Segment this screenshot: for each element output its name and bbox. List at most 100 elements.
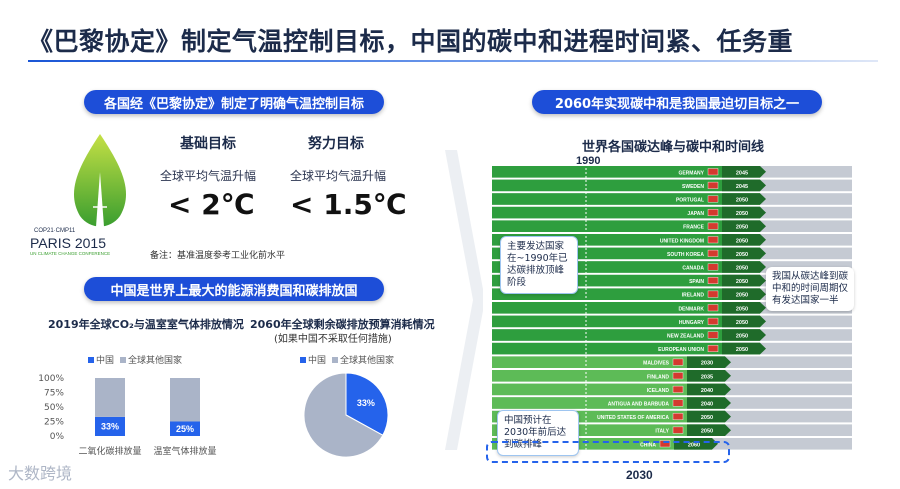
country-flag-icon (672, 358, 684, 366)
country-flag-icon (672, 399, 684, 407)
carbon-timeline-chart: 2045 GERMANY 2045 SWEDEN 2050 PORTUGAL 2050 JAP… (492, 164, 852, 450)
country-name-label: FINLAND (647, 374, 669, 380)
pie-chart-legend: 中国 全球其他国家 (300, 353, 394, 366)
y-tick-label: 75% (44, 389, 64, 399)
china-2060-banner: 2060年实现碳中和是我国最迫切目标之一 (532, 90, 822, 114)
bar-data-label: 25% (176, 424, 194, 434)
country-flag-icon (707, 168, 719, 176)
country-flag-icon (707, 209, 719, 216)
row-bar (492, 220, 760, 232)
basic-goal-value: < 2℃ (168, 188, 255, 221)
row-bar (492, 247, 760, 260)
legend-others: 全球其他国家 (120, 353, 182, 366)
row-year-label: 2045 (736, 184, 748, 190)
row-year-label: 2050 (736, 347, 748, 353)
row-year-label: 2040 (701, 388, 713, 394)
country-flag-icon (672, 372, 684, 380)
country-flag-icon (707, 304, 719, 312)
pie-chart-subtitle: (如果中国不采取任何措施) (274, 334, 392, 345)
pie-slice-others (303, 372, 384, 458)
stretch-goal-desc: 全球平均气温升幅 (290, 169, 387, 183)
row-bar (492, 166, 760, 178)
pie-chart-title: 2060年全球剩余碳排放预算消耗情况 (250, 318, 435, 331)
logo-subtitle: UN CLIMATE CHANGE CONFERENCE (30, 251, 111, 256)
row-year-label: 2050 (736, 238, 748, 244)
country-name-label: UNITED KINGDOM (660, 238, 704, 244)
row-year-label: 2050 (736, 293, 748, 299)
row-year-label: 2050 (736, 225, 748, 231)
row-year-chevron (687, 397, 731, 409)
pie-slice-china (345, 372, 389, 436)
pie-legend-china: 中国 (300, 353, 326, 366)
stretch-goal-heading: 努力目标 (308, 136, 364, 152)
row-bar (492, 424, 725, 436)
row-year-chevron (722, 274, 766, 287)
row-year-label: 2035 (701, 374, 713, 380)
developed-peak-callout: 主要发达国家在~1990年已达碳排放顶峰阶段 (500, 236, 578, 294)
row-bar (492, 302, 760, 314)
row-bar (492, 438, 712, 450)
row-year-chevron (722, 234, 766, 246)
emissions-bar-chart: 0% 25% 50% 75% 100% 33% 二氧化碳排放量 25% 温室气体排放量 (38, 374, 216, 457)
row-year-label: 2050 (736, 306, 748, 312)
x-category-label: 温室气体排放量 (153, 445, 216, 457)
row-bar (492, 179, 760, 192)
row-bar (492, 206, 760, 219)
country-name-label: EUROPEAN UNION (658, 347, 704, 353)
section-divider-arrow (445, 150, 483, 450)
row-year-chevron (722, 329, 766, 341)
country-name-label: DENMARK (678, 306, 704, 312)
legend-china: 中国 (88, 353, 114, 366)
country-flag-icon (707, 181, 719, 189)
country-flag-icon (672, 385, 684, 393)
row-bar (492, 234, 760, 246)
row-year-label: 2050 (736, 266, 748, 272)
country-name-label: CANADA (682, 266, 704, 272)
china-half-period-callout: 我国从碳达峰到碳中和的时间周期仅有发达国家一半 (766, 267, 854, 311)
x-category-label: 二氧化碳排放量 (78, 445, 141, 457)
bar-others (95, 378, 125, 417)
row-year-label: 2040 (701, 402, 713, 408)
timeline-title: 世界各国碳达峰与碳中和时间线 (582, 140, 765, 155)
row-bar (492, 383, 725, 396)
country-flag-icon (672, 426, 684, 434)
pie-data-label: 33% (357, 398, 375, 408)
timeline-end-year: 2030 (626, 468, 653, 482)
row-year-chevron (722, 193, 766, 205)
row-year-label: 2030 (701, 361, 713, 367)
row-year-chevron (674, 438, 718, 450)
pie-legend-others: 全球其他国家 (332, 353, 394, 366)
country-name-label: NEW ZEALAND (667, 334, 704, 340)
bar-chart-title: 2019年全球CO₂与温室室气体排放情况 (48, 318, 244, 331)
row-year-label: 2050 (701, 429, 713, 435)
basic-goal-desc: 全球平均气温升幅 (160, 169, 257, 183)
row-bar (492, 329, 760, 341)
row-year-label: 2050 (736, 334, 748, 340)
row-year-chevron (722, 220, 766, 232)
country-name-label: SOUTH KOREA (667, 252, 704, 258)
country-name-label: GERMANY (678, 170, 704, 176)
country-flag-icon (707, 249, 719, 257)
paris-goal-banner: 各国经《巴黎协定》制定了明确气温控制目标 (84, 90, 384, 114)
row-bar (492, 370, 725, 382)
country-name-label: ANTIGUA AND BARBUDA (608, 402, 670, 408)
country-name-label: IRELAND (682, 293, 705, 299)
row-year-chevron (687, 356, 731, 368)
baseline-note: 备注：基准温度参考工业化前水平 (150, 251, 286, 261)
row-year-chevron (687, 370, 731, 382)
country-name-label: MALDIVES (643, 361, 670, 367)
row-year-label: 2050 (736, 279, 748, 285)
country-flag-icon (659, 440, 671, 448)
country-flag-icon (707, 236, 719, 244)
country-flag-icon (707, 195, 719, 203)
country-name-label: CHINA (640, 442, 656, 448)
row-bar (492, 397, 725, 409)
row-bar (492, 315, 760, 328)
country-flag-icon (707, 277, 719, 285)
country-flag-icon (707, 317, 719, 325)
row-year-chevron (722, 315, 766, 328)
country-name-label: UNITED STATES OF AMERICA (597, 415, 669, 421)
row-year-label: 2050 (736, 320, 748, 326)
logo-paris-2015: PARIS 2015 (30, 235, 107, 251)
bar-china (95, 416, 125, 436)
